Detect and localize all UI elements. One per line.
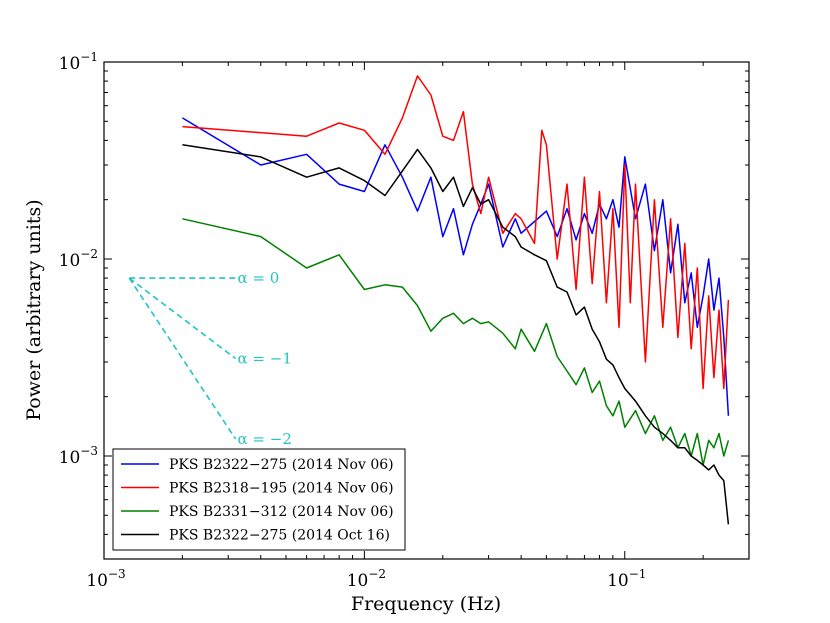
series-line-4 xyxy=(182,144,730,525)
annotation-layer: α = 0 α = −1 α = −2 xyxy=(128,269,292,448)
slope-line-2 xyxy=(128,277,237,440)
legend-label-3: PKS B2331−312 (2014 Nov 06) xyxy=(169,504,394,520)
x-axis-title: Frequency (Hz) xyxy=(351,593,501,615)
series-line-2 xyxy=(182,75,730,390)
y-axis-title: Power (arbitrary units) xyxy=(23,199,45,420)
legend: PKS B2322−275 (2014 Nov 06) PKS B2318−195… xyxy=(112,448,406,551)
y-tick-label: 10−2 xyxy=(59,247,98,271)
slope-line-1 xyxy=(128,277,237,360)
legend-label-2: PKS B2318−195 (2014 Nov 06) xyxy=(169,481,394,497)
y-tick-label: 10−3 xyxy=(59,444,98,468)
y-tick-label: 10−1 xyxy=(59,50,98,74)
series-line-3 xyxy=(182,218,730,466)
slope-label-0: α = 0 xyxy=(238,269,280,287)
legend-box xyxy=(112,448,406,551)
x-tick-label: 10−3 xyxy=(86,567,125,591)
tick-layer: 10−3 10−2 10−1 10−3 10−2 10−1 xyxy=(59,50,749,591)
slope-label-2: α = −2 xyxy=(238,430,292,448)
legend-label-1: PKS B2322−275 (2014 Nov 06) xyxy=(169,457,394,473)
x-tick-label: 10−2 xyxy=(347,567,386,591)
slope-label-1: α = −1 xyxy=(238,350,292,368)
series-layer xyxy=(182,75,730,525)
plot-frame xyxy=(103,61,750,560)
series-line-1 xyxy=(182,117,730,416)
x-tick-label: 10−1 xyxy=(607,567,646,591)
legend-label-4: PKS B2322−275 (2014 Oct 16) xyxy=(169,528,390,544)
